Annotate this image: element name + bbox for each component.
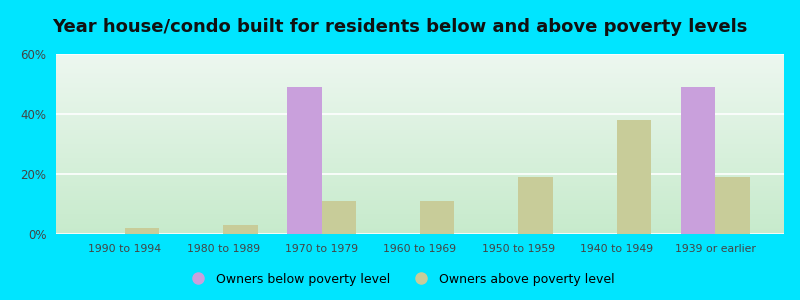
Bar <box>617 120 651 234</box>
Bar <box>322 201 356 234</box>
Bar <box>715 177 750 234</box>
Bar <box>681 87 715 234</box>
Text: Year house/condo built for residents below and above poverty levels: Year house/condo built for residents bel… <box>52 18 748 36</box>
Legend: Owners below poverty level, Owners above poverty level: Owners below poverty level, Owners above… <box>181 268 619 291</box>
Bar <box>420 201 454 234</box>
Bar <box>125 228 159 234</box>
Bar <box>287 87 322 234</box>
Bar <box>223 225 258 234</box>
Bar <box>518 177 553 234</box>
